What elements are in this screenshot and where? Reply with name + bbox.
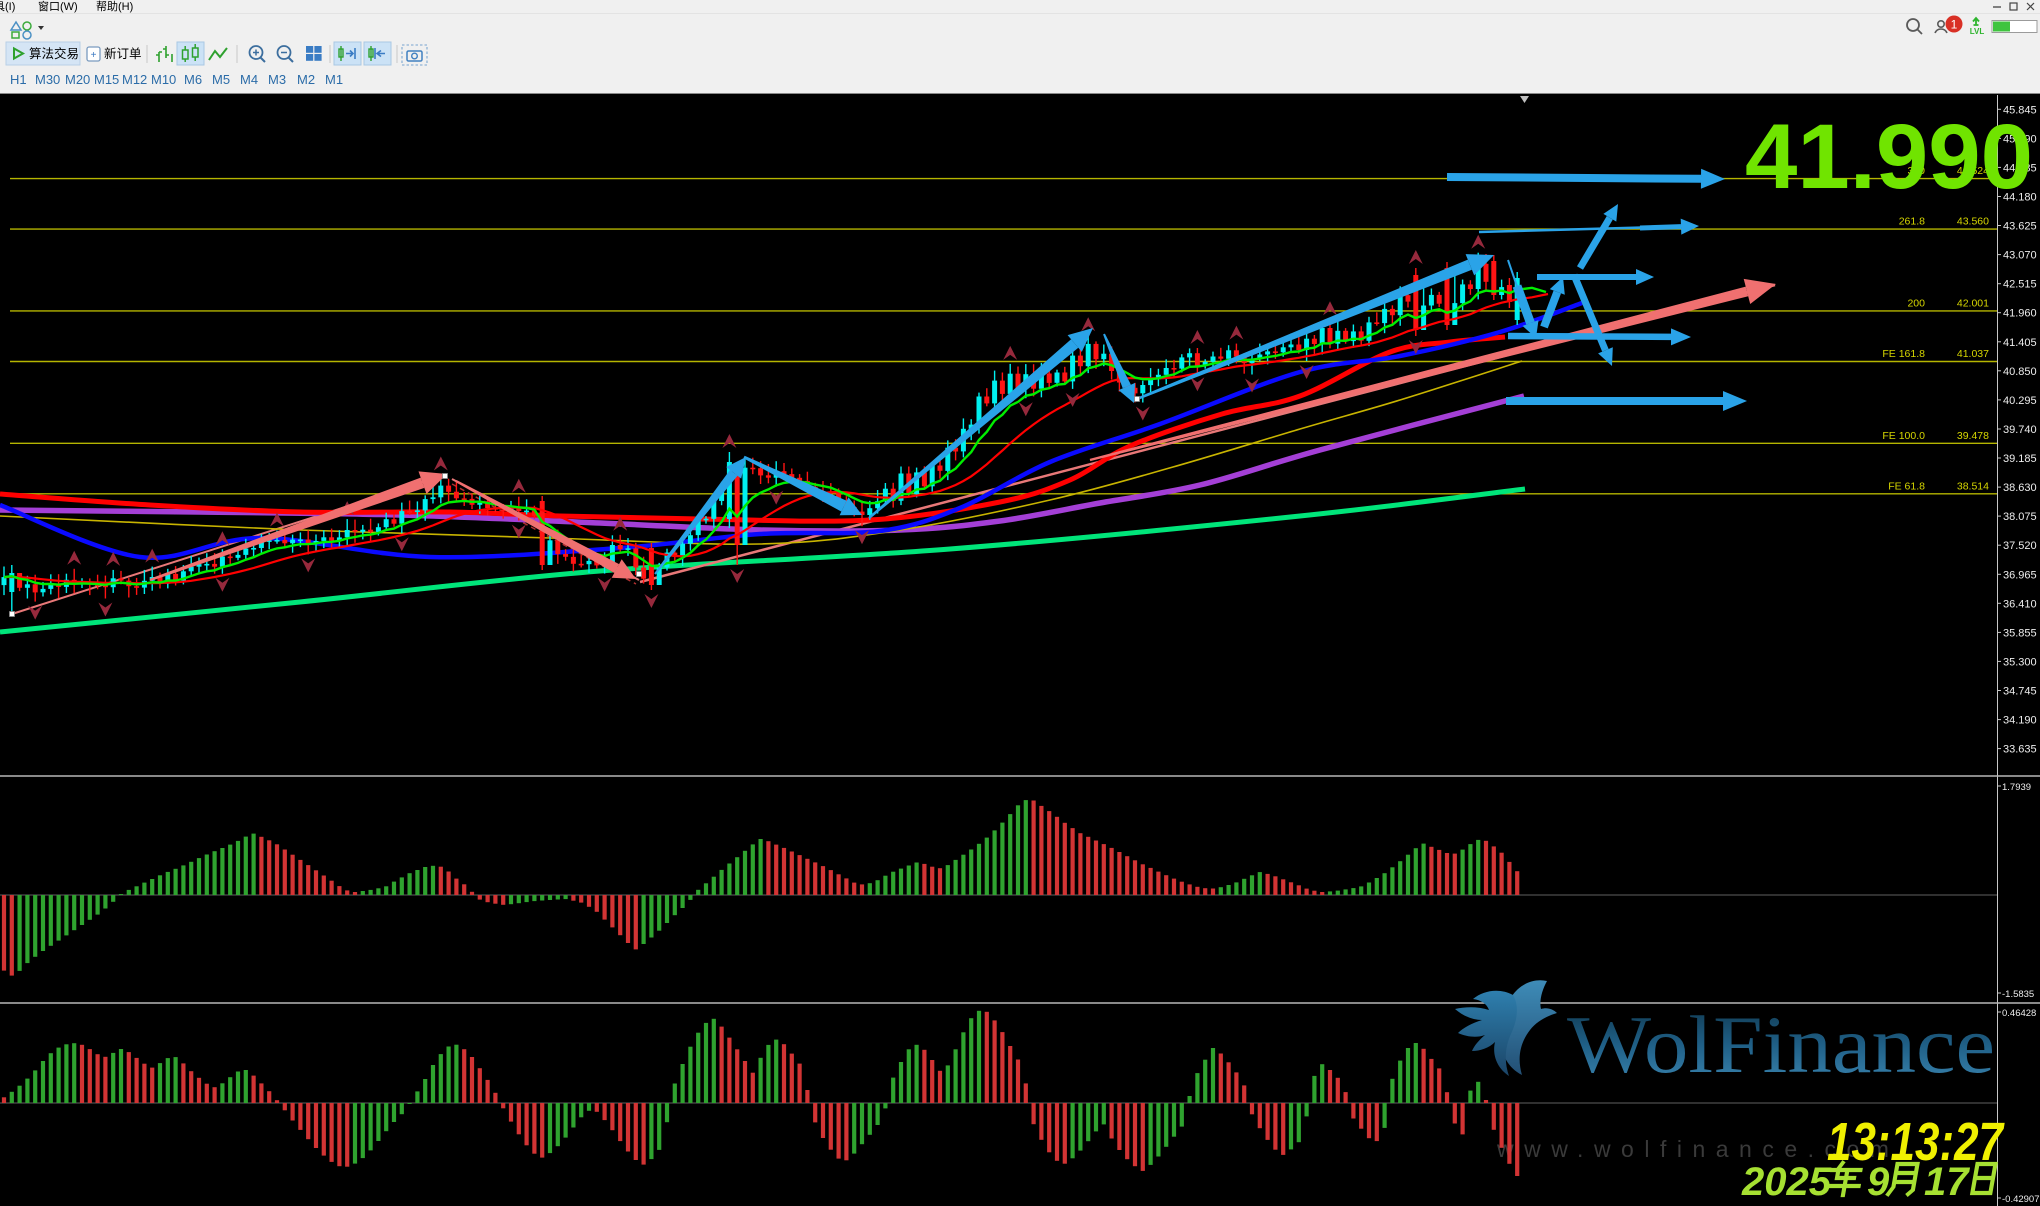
svg-text:37.520: 37.520: [2003, 540, 2037, 552]
svg-text:WolFinance: WolFinance: [1567, 999, 1995, 1090]
svg-text:FE 61.8: FE 61.8: [1888, 480, 1925, 492]
svg-text:45.290: 45.290: [2003, 133, 2037, 145]
svg-text:34.745: 34.745: [2003, 686, 2037, 698]
svg-text:35.855: 35.855: [2003, 627, 2037, 639]
svg-text:34.190: 34.190: [2003, 715, 2037, 727]
svg-text:39.478: 39.478: [1957, 430, 1989, 442]
svg-text:H1: H1: [10, 72, 27, 87]
svg-text:1.7939: 1.7939: [2002, 782, 2031, 793]
svg-text:M4: M4: [240, 72, 258, 87]
svg-text:M2: M2: [297, 72, 315, 87]
svg-text:LVL: LVL: [1970, 27, 1985, 36]
svg-text:300: 300: [1907, 165, 1925, 177]
svg-text:M20: M20: [65, 72, 90, 87]
svg-text:1: 1: [1951, 18, 1958, 32]
svg-text:算法交易: 算法交易: [29, 46, 79, 61]
svg-text:38.075: 38.075: [2003, 511, 2037, 523]
svg-text:44.735: 44.735: [2003, 162, 2037, 174]
svg-text:新订单: 新订单: [104, 46, 142, 61]
svg-text:39.740: 39.740: [2003, 424, 2037, 436]
svg-text:35.300: 35.300: [2003, 656, 2037, 668]
svg-text:FE 100.0: FE 100.0: [1882, 430, 1925, 442]
svg-text:M1: M1: [325, 72, 343, 87]
svg-text:M6: M6: [184, 72, 202, 87]
svg-text:39.185: 39.185: [2003, 453, 2037, 465]
svg-text:0.46428: 0.46428: [2002, 1008, 2036, 1019]
svg-text:M12: M12: [122, 72, 147, 87]
svg-text:窗口(W): 窗口(W): [38, 0, 78, 13]
svg-text:41.990: 41.990: [1745, 106, 2033, 208]
svg-text:M30: M30: [35, 72, 60, 87]
svg-text:M5: M5: [212, 72, 230, 87]
svg-text:42.515: 42.515: [2003, 279, 2037, 291]
svg-text:43.070: 43.070: [2003, 250, 2037, 262]
svg-text:40.295: 40.295: [2003, 395, 2037, 407]
svg-text:36.965: 36.965: [2003, 569, 2037, 581]
svg-text:帮助(H): 帮助(H): [96, 0, 133, 13]
svg-text:具(I): 具(I): [0, 0, 15, 13]
svg-text:-1.5835: -1.5835: [2002, 989, 2034, 1000]
svg-text:M3: M3: [268, 72, 286, 87]
svg-text:42.001: 42.001: [1957, 297, 1989, 309]
svg-text:www.wolfinance.com: www.wolfinance.com: [1496, 1136, 1899, 1162]
svg-text:44.180: 44.180: [2003, 192, 2037, 204]
svg-text:41.037: 41.037: [1957, 348, 1989, 360]
svg-text:40.850: 40.850: [2003, 366, 2037, 378]
svg-text:17: 17: [1924, 1160, 1970, 1204]
svg-text:41.960: 41.960: [2003, 308, 2037, 320]
svg-text:+: +: [91, 50, 97, 61]
svg-text:43.560: 43.560: [1957, 216, 1989, 228]
svg-text:41.405: 41.405: [2003, 337, 2037, 349]
svg-text:45.845: 45.845: [2003, 104, 2037, 116]
svg-text:200: 200: [1907, 297, 1925, 309]
svg-text:2025: 2025: [1741, 1160, 1832, 1204]
svg-text:-0.42907: -0.42907: [2002, 1194, 2040, 1205]
svg-text:FE 161.8: FE 161.8: [1882, 348, 1925, 360]
svg-text:9: 9: [1867, 1160, 1890, 1204]
svg-text:261.8: 261.8: [1899, 216, 1925, 228]
svg-text:43.625: 43.625: [2003, 221, 2037, 233]
svg-text:44.524: 44.524: [1957, 165, 1989, 177]
svg-text:36.410: 36.410: [2003, 598, 2037, 610]
svg-text:M10: M10: [151, 72, 176, 87]
svg-text:33.635: 33.635: [2003, 744, 2037, 756]
svg-text:38.630: 38.630: [2003, 482, 2037, 494]
svg-text:M15: M15: [94, 72, 119, 87]
svg-text:38.514: 38.514: [1957, 480, 1989, 492]
